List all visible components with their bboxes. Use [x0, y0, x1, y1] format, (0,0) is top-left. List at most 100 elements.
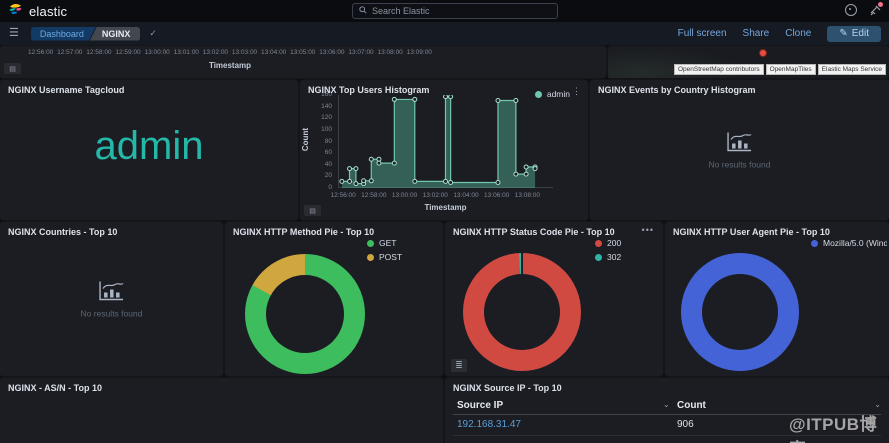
attribution-elastic-maps[interactable]: Elastic Maps Service [817, 64, 886, 75]
attribution-openmaptiles[interactable]: OpenMapTiles [765, 64, 816, 75]
axis-tick: 13:02:00 [422, 192, 448, 199]
axis-tick: 13:00:00 [391, 192, 418, 199]
y-axis-ticks: 160 140 120 100 80 60 40 20 0 [314, 91, 332, 191]
map-marker-icon[interactable] [760, 50, 766, 56]
pencil-icon: ✎ [839, 28, 848, 39]
map-attribution: OpenStreetMap contributors OpenMapTiles … [673, 64, 886, 75]
search-icon [359, 6, 367, 16]
axis-tick: 160 [321, 91, 332, 98]
empty-chart-icon [727, 132, 752, 152]
legend-dot [595, 239, 602, 247]
breadcrumb-nginx[interactable]: NGINX [89, 26, 141, 41]
axis-tick: 13:06:00 [319, 49, 345, 56]
share-button[interactable]: Share [742, 28, 770, 39]
source-ip-panel: NGINX Source IP - Top 10 Source IP ⌄ Cou… [445, 378, 889, 443]
axis-tick: 13:02:00 [202, 49, 229, 56]
axis-tick: 40 [324, 160, 332, 168]
axis-tick: 12:56:00 [28, 49, 54, 56]
saved-check-icon: ✓ [149, 28, 157, 38]
legend-item-200[interactable]: 200 [595, 238, 621, 248]
legend-item-post[interactable]: POST [367, 252, 402, 262]
axis-tick: 13:06:00 [484, 192, 510, 199]
edit-button[interactable]: ✎ Edit [827, 25, 881, 42]
axis-tick: 0 [328, 184, 332, 191]
chart-legend: 200 302 [595, 238, 621, 262]
map-panel[interactable]: OpenStreetMap contributors OpenMapTiles … [608, 46, 889, 78]
no-results-text: No results found [708, 159, 771, 170]
axis-tick: 13:08:00 [514, 192, 541, 199]
axis-tick: 13:03:00 [231, 49, 258, 56]
panel-menu-icon[interactable]: ⋮ [572, 86, 581, 96]
sort-chevron-icon[interactable]: ⌄ [874, 400, 881, 409]
panel-corner-badge[interactable]: ▤ [4, 63, 21, 74]
top-users-plot[interactable] [338, 94, 553, 188]
axis-tick: 12:57:00 [57, 49, 83, 56]
timeline-x-axis: 12:56:00 12:57:00 12:58:00 12:59:00 13:00:00… [28, 49, 432, 56]
http-status-donut-chart[interactable] [463, 252, 581, 371]
panel-title: NGINX HTTP Method Pie - Top 10 [233, 227, 375, 237]
y-axis-label: Count [301, 128, 310, 152]
legend-item-admin[interactable]: admin [534, 89, 570, 99]
search-input[interactable]: Search Elastic [352, 3, 558, 19]
legend-dot [595, 253, 602, 261]
legend-item-302[interactable]: 302 [595, 252, 621, 262]
table-header: Source IP ⌄ Count ⌄ [453, 398, 881, 415]
breadcrumb-dashboard[interactable]: Dashboard [31, 27, 96, 41]
top-users-xticks: 12:56:00 12:58:00 13:00:00 13:02:00 13:04:00… [330, 192, 553, 200]
column-header-count[interactable]: Count [677, 400, 706, 411]
no-results-block: No results found [708, 131, 771, 170]
panel-title: NGINX Username Tagcloud [8, 85, 125, 95]
events-by-country-panel: NGINX Events by Country Histogram No res… [590, 80, 889, 220]
donut-hole [702, 274, 778, 350]
panel-title: NGINX Source IP - Top 10 [453, 383, 562, 393]
axis-tick: 12:58:00 [86, 49, 112, 56]
legend-item-mozilla[interactable]: Mozilla/5.0 (Window… [811, 238, 887, 248]
axis-tick: 80 [324, 137, 332, 145]
notification-badge [878, 2, 883, 7]
tagcloud-word-admin[interactable]: admin [94, 124, 204, 168]
panel-options-icon[interactable]: ••• [641, 225, 654, 235]
panel-title: NGINX HTTP User Agent Pie - Top 10 [673, 227, 830, 237]
panel-corner-badge[interactable]: ▤ [304, 205, 321, 216]
asn-panel: NGINX - AS/N - Top 10 [0, 378, 443, 443]
table-row[interactable]: 192.168.31.47 906 [453, 415, 881, 436]
chart-legend: Mozilla/5.0 (Window… [811, 238, 887, 248]
http-method-pie-panel: NGINX HTTP Method Pie - Top 10 GET POST [225, 222, 443, 376]
count-value: 906 [677, 419, 694, 430]
elastic-logo[interactable]: elastic [8, 1, 67, 21]
user-agent-donut-chart[interactable] [681, 253, 799, 371]
brand-name: elastic [29, 3, 68, 19]
source-ip-link[interactable]: 192.168.31.47 [457, 419, 521, 430]
panel-title: NGINX Events by Country Histogram [598, 85, 756, 95]
deployment-icon[interactable] [845, 4, 857, 16]
axis-tick: 12:56:00 [330, 192, 356, 199]
clone-button[interactable]: Clone [785, 28, 812, 39]
chart-legend: admin [534, 89, 570, 99]
axis-tick: 13:00:00 [144, 49, 170, 56]
donut-hole [484, 274, 560, 350]
alerts-icon[interactable] [869, 2, 883, 16]
axis-tick: 12:59:00 [115, 49, 141, 56]
full-screen-button[interactable]: Full screen [677, 28, 727, 39]
legend-item-get[interactable]: GET [367, 238, 402, 248]
no-results-block: No results found [80, 280, 143, 319]
axis-tick: 12:58:00 [361, 192, 387, 199]
panel-title: NGINX Countries - Top 10 [8, 227, 118, 237]
sort-chevron-icon[interactable]: ⌄ [663, 400, 670, 409]
panel-title: NGINX - AS/N - Top 10 [8, 383, 103, 393]
menu-icon[interactable]: ☰ [9, 27, 19, 39]
no-results-text: No results found [80, 308, 143, 319]
column-header-source-ip[interactable]: Source IP [457, 400, 504, 411]
http-method-donut-chart[interactable] [245, 254, 365, 374]
timeline-x-axis-label: Timestamp [208, 61, 252, 70]
breadcrumb: Dashboard NGINX ✓ [31, 26, 157, 41]
legend-toggle-icon[interactable]: ≣ [451, 359, 467, 372]
axis-tick: 140 [321, 102, 332, 110]
axis-tick: 13:05:00 [290, 49, 316, 56]
countries-panel: NGINX Countries - Top 10 No results foun… [0, 222, 223, 376]
axis-tick: 13:09:00 [406, 49, 432, 56]
axis-tick: 100 [321, 125, 332, 133]
attribution-osm[interactable]: OpenStreetMap contributors [673, 64, 764, 75]
axis-tick: 13:04:00 [261, 49, 287, 56]
